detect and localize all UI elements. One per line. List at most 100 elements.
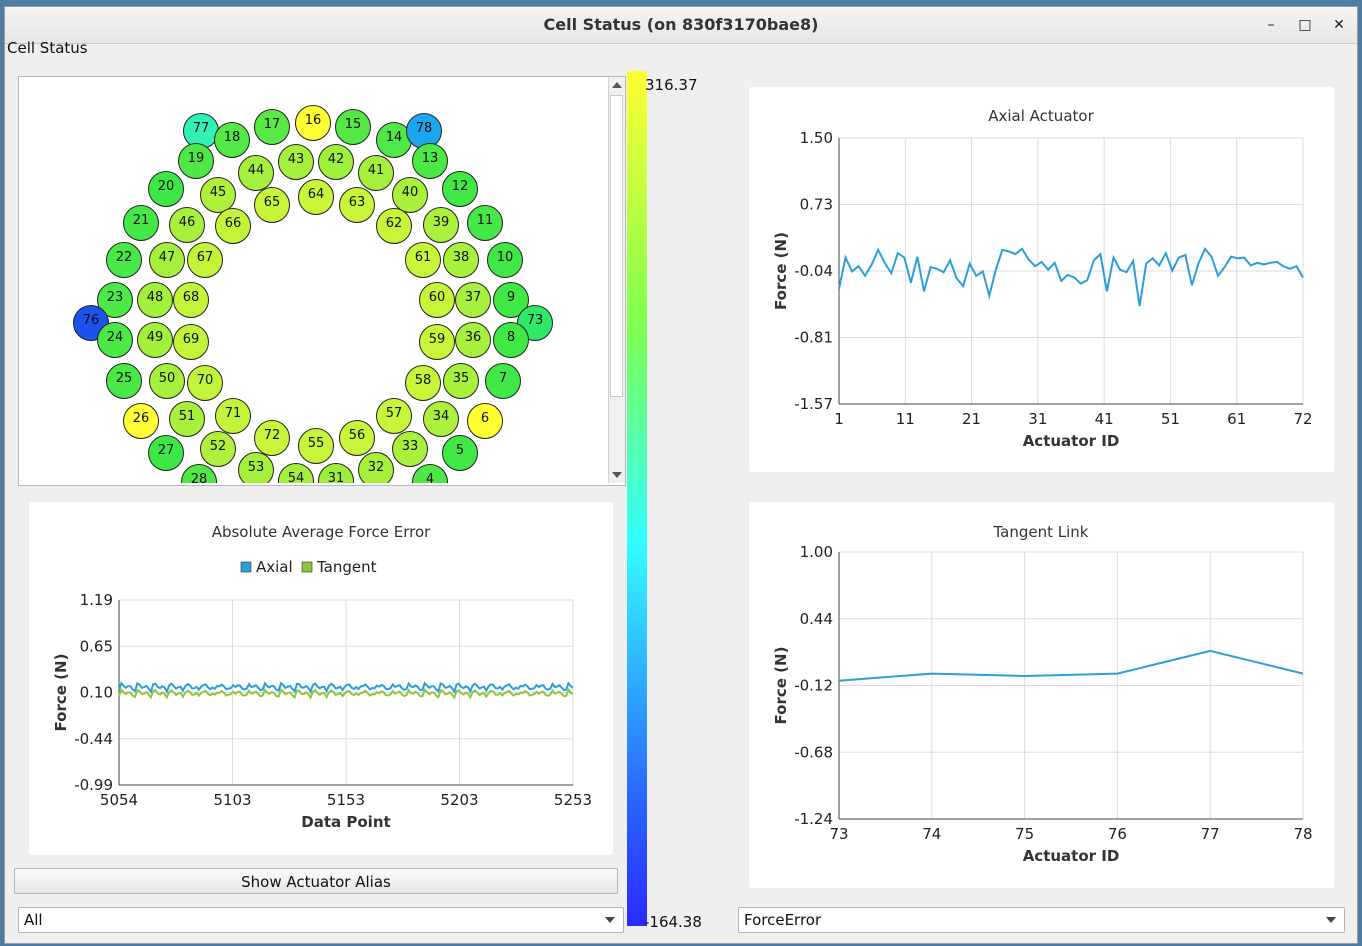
actuator-label: 10 xyxy=(497,250,514,265)
actuator-circle xyxy=(405,242,441,278)
actuator-60[interactable]: 60 xyxy=(419,282,455,318)
actuator-label: 59 xyxy=(429,332,446,347)
actuator-68[interactable]: 68 xyxy=(173,282,209,318)
actuator-26[interactable]: 26 xyxy=(123,403,159,439)
actuator-59[interactable]: 59 xyxy=(419,324,455,360)
minimize-icon[interactable]: – xyxy=(1267,17,1275,33)
actuator-12[interactable]: 12 xyxy=(442,171,478,207)
actuator-47[interactable]: 47 xyxy=(149,242,185,278)
actuator-4[interactable]: 4 xyxy=(412,464,448,484)
actuator-filter-select[interactable]: All xyxy=(18,907,624,933)
actuator-43[interactable]: 43 xyxy=(278,144,314,180)
axial-force-line xyxy=(838,247,1304,307)
actuator-72[interactable]: 72 xyxy=(254,420,290,456)
actuator-53[interactable]: 53 xyxy=(238,452,274,484)
actuator-21[interactable]: 21 xyxy=(123,205,159,241)
actuator-circle xyxy=(412,464,448,483)
actuator-37[interactable]: 37 xyxy=(455,282,491,318)
actuator-27[interactable]: 27 xyxy=(148,435,184,471)
x-tick-label: 5153 xyxy=(327,791,365,809)
actuator-31[interactable]: 31 xyxy=(318,463,354,484)
actuator-44[interactable]: 44 xyxy=(238,155,274,191)
actuator-label: 56 xyxy=(349,428,366,443)
actuator-51[interactable]: 51 xyxy=(169,401,205,437)
actuator-6[interactable]: 6 xyxy=(467,403,503,439)
actuator-49[interactable]: 49 xyxy=(137,322,173,358)
actuator-55[interactable]: 55 xyxy=(298,428,334,464)
actuator-circle xyxy=(443,363,479,399)
actuator-10[interactable]: 10 xyxy=(487,242,523,278)
actuator-circle xyxy=(339,420,375,456)
map-scrollbar[interactable] xyxy=(608,77,625,483)
force-error-chart-panel: Absolute Average Force Error 1.19 0.65 0.10… xyxy=(29,502,613,855)
actuator-33[interactable]: 33 xyxy=(392,431,428,467)
actuator-circle xyxy=(419,324,455,360)
actuator-62[interactable]: 62 xyxy=(376,208,412,244)
actuator-label: 34 xyxy=(433,409,450,424)
data-type-select[interactable]: ForceError xyxy=(738,907,1345,933)
axial-error-line xyxy=(118,681,574,694)
actuator-69[interactable]: 69 xyxy=(173,324,209,360)
actuator-15[interactable]: 15 xyxy=(335,109,371,145)
actuator-77[interactable]: 77 xyxy=(183,113,219,149)
x-tick-label: 31 xyxy=(1028,410,1047,428)
actuator-7[interactable]: 7 xyxy=(485,363,521,399)
y-tick-label: 0.10 xyxy=(80,684,113,702)
actuator-66[interactable]: 66 xyxy=(215,208,251,244)
actuator-18[interactable]: 18 xyxy=(214,122,250,158)
actuator-67[interactable]: 67 xyxy=(187,242,223,278)
actuator-22[interactable]: 22 xyxy=(106,242,142,278)
actuator-13[interactable]: 13 xyxy=(412,143,448,179)
actuator-70[interactable]: 70 xyxy=(187,365,223,401)
actuator-58[interactable]: 58 xyxy=(405,365,441,401)
actuator-48[interactable]: 48 xyxy=(137,282,173,318)
maximize-icon[interactable]: □ xyxy=(1298,17,1312,33)
actuator-24[interactable]: 24 xyxy=(97,322,133,358)
actuator-50[interactable]: 50 xyxy=(149,363,185,399)
actuator-8[interactable]: 8 xyxy=(493,322,529,358)
actuator-5[interactable]: 5 xyxy=(442,435,478,471)
scroll-up-icon[interactable] xyxy=(612,82,622,88)
actuator-63[interactable]: 63 xyxy=(339,187,375,223)
actuator-11[interactable]: 11 xyxy=(467,205,503,241)
actuator-label: 76 xyxy=(83,313,100,328)
actuator-56[interactable]: 56 xyxy=(339,420,375,456)
scroll-down-icon[interactable] xyxy=(612,472,622,478)
x-tick-label: 74 xyxy=(922,825,941,843)
actuator-39[interactable]: 39 xyxy=(423,207,459,243)
actuator-57[interactable]: 57 xyxy=(376,398,412,434)
actuator-32[interactable]: 32 xyxy=(358,452,394,484)
actuator-71[interactable]: 71 xyxy=(215,398,251,434)
actuator-17[interactable]: 17 xyxy=(254,109,290,145)
actuator-41[interactable]: 41 xyxy=(358,155,394,191)
actuator-54[interactable]: 54 xyxy=(278,463,314,484)
actuator-map-view[interactable]: 77 18 17 16 15 14 78 19 44 43 42 41 13 20 45 65 64 63 40 12… xyxy=(18,76,626,486)
actuator-78[interactable]: 78 xyxy=(406,113,442,149)
actuator-35[interactable]: 35 xyxy=(443,363,479,399)
actuator-45[interactable]: 45 xyxy=(200,177,236,213)
actuator-40[interactable]: 40 xyxy=(392,177,428,213)
actuator-25[interactable]: 25 xyxy=(106,363,142,399)
actuator-9[interactable]: 9 xyxy=(493,282,529,318)
x-tick-label: 76 xyxy=(1108,825,1127,843)
show-actuator-alias-button[interactable]: Show Actuator Alias xyxy=(14,868,618,894)
actuator-42[interactable]: 42 xyxy=(318,144,354,180)
actuator-52[interactable]: 52 xyxy=(200,431,236,467)
actuator-19[interactable]: 19 xyxy=(178,143,214,179)
actuator-65[interactable]: 65 xyxy=(254,187,290,223)
actuator-38[interactable]: 38 xyxy=(443,242,479,278)
actuator-20[interactable]: 20 xyxy=(148,171,184,207)
actuator-16[interactable]: 16 xyxy=(295,105,331,141)
scroll-thumb[interactable] xyxy=(610,95,623,397)
actuator-14[interactable]: 14 xyxy=(376,122,412,158)
actuator-28[interactable]: 28 xyxy=(181,464,217,484)
actuator-23[interactable]: 23 xyxy=(97,282,133,318)
actuator-46[interactable]: 46 xyxy=(169,207,205,243)
actuator-label: 66 xyxy=(225,216,242,231)
chevron-down-icon xyxy=(1326,917,1336,923)
actuator-36[interactable]: 36 xyxy=(455,322,491,358)
actuator-61[interactable]: 61 xyxy=(405,242,441,278)
actuator-64[interactable]: 64 xyxy=(298,179,334,215)
close-icon[interactable]: ✕ xyxy=(1333,17,1345,33)
actuator-34[interactable]: 34 xyxy=(423,401,459,437)
